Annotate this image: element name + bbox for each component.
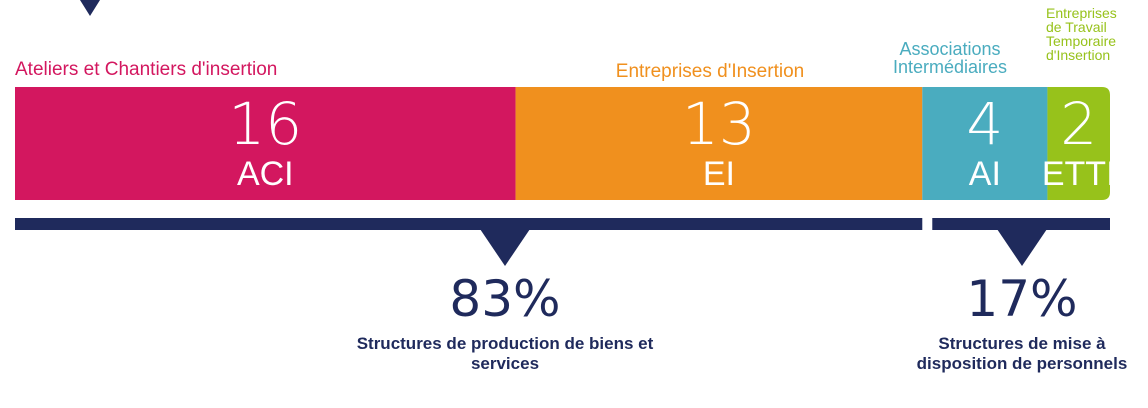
bar-segment	[1047, 87, 1110, 200]
segment-abbreviation: AI	[968, 155, 1001, 193]
bracket-pointer	[480, 229, 530, 266]
segment-label: Associations Intermédiaires	[892, 39, 1008, 77]
segment-label: Entreprises de Travail Temporaire d'Inse…	[1046, 5, 1117, 63]
group-bracket	[15, 218, 923, 230]
segment-value: 16	[228, 90, 303, 158]
segment-value: 4	[966, 90, 1004, 158]
segment-abbreviation: ETTI	[1041, 155, 1116, 193]
group-percent: 17%	[966, 270, 1078, 328]
bar-segment	[922, 87, 1048, 200]
segment-value: 13	[682, 90, 756, 158]
bar-segment	[15, 87, 516, 200]
group-percent: 83%	[449, 270, 561, 328]
segment-value: 2	[1060, 90, 1098, 158]
group-caption: Structures de production de biens et ser…	[356, 334, 654, 374]
group-caption: Structures de mise à disposition de pers…	[916, 334, 1128, 374]
segment-abbreviation: EI	[702, 155, 735, 193]
segment-label: Entreprises d'Insertion	[615, 61, 805, 82]
bracket-pointer	[997, 229, 1047, 266]
bar-segment	[515, 87, 923, 200]
decor-triangle	[80, 0, 100, 16]
segment-abbreviation: ACI	[236, 155, 294, 193]
segment-label: Ateliers et Chantiers d'insertion	[15, 59, 278, 80]
group-bracket	[932, 218, 1110, 230]
